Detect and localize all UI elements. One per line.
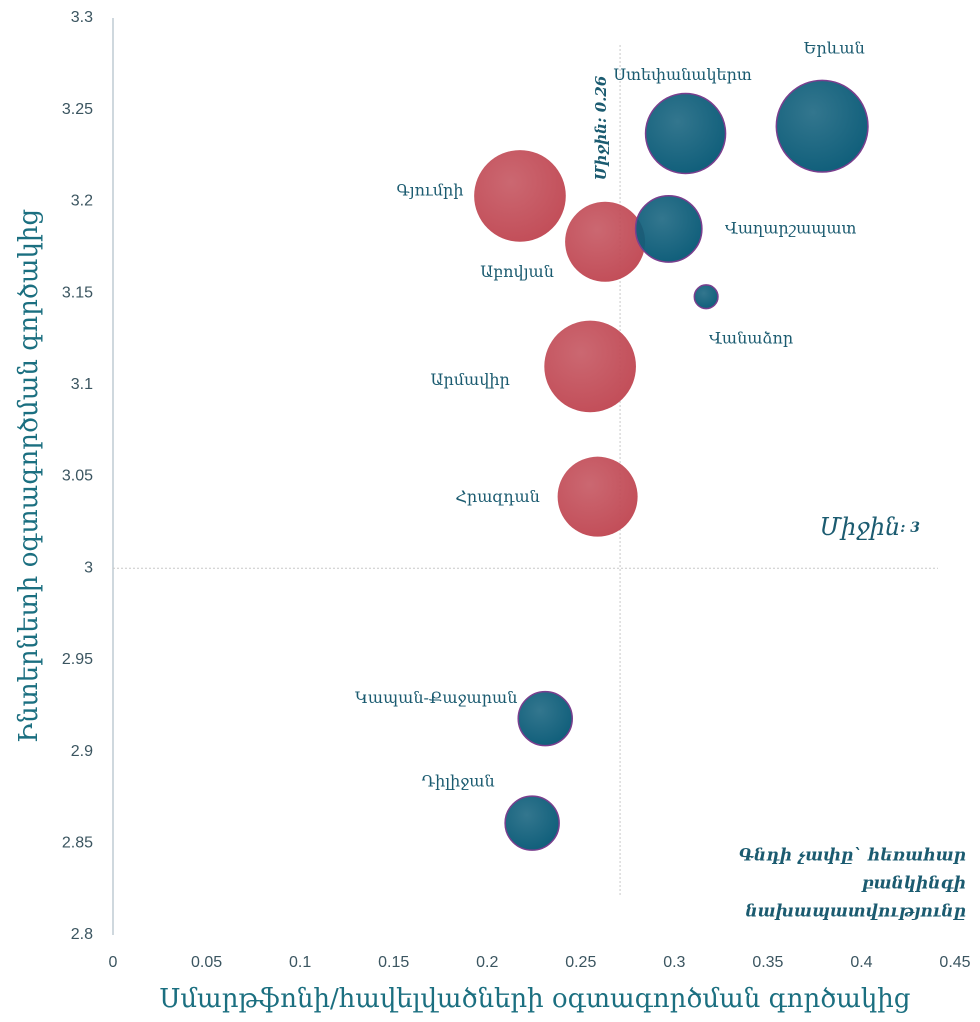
bubble-label: Վաղարշապատ [725,218,856,237]
mean-x-label: Միջին: 0.26 [592,75,610,180]
size-note: նախապատվությունը [745,902,966,922]
x-tick-label: 0.1 [289,954,311,971]
x-tick-label: 0.3 [663,954,685,971]
y-tick-label: 3.3 [71,9,93,26]
bubble-label: Հրազդան [455,487,539,506]
mean-y-label: Միջին: 3 [819,513,920,541]
x-tick-label: 0 [109,954,118,971]
bubble [557,456,638,537]
y-tick-label: 3.25 [62,101,93,118]
y-tick-label: 2.9 [71,743,93,760]
bubble-label: Աբովյան [480,262,554,281]
x-tick-label: 0.2 [476,954,498,971]
bubble [544,320,636,413]
size-note: բանկինգի [861,874,966,894]
x-tick-label: 0.45 [939,954,970,971]
mean-y-value: : 3 [900,520,920,536]
bubble [565,201,646,282]
bubble [474,150,566,242]
bubble-label: Ստեփանակերտ [613,65,752,84]
bubble-label: Կապան-Քաջարան [355,688,517,707]
y-tick-label: 2.8 [71,926,93,943]
bubble-label: Դիլիջան [422,772,495,791]
bubble-label: Արմավիր [430,370,509,389]
bubble [775,79,869,173]
y-tick-label: 3.2 [71,193,93,210]
y-axis-title: Ինտերնետի օգտագործման գործակից [14,209,44,743]
y-tick-label: 3.15 [62,284,93,301]
y-tick-label: 3.1 [71,376,93,393]
x-tick-label: 0.05 [191,954,222,971]
bubble [634,194,703,263]
mean-y-word: Միջին [819,513,900,541]
bubble-label: Գյումրի [396,180,463,199]
x-tick-label: 0.4 [850,954,872,971]
bubble [693,284,719,310]
bubble-label: Վանաձոր [709,328,793,347]
y-tick-label: 2.85 [62,835,93,852]
x-tick-label: 0.15 [378,954,409,971]
bubble-label: Երևան [804,39,865,58]
y-tick-label: 3.05 [62,468,93,485]
y-tick-label: 3 [84,559,93,576]
size-note: Գնդի չափը` հեռահար [739,846,966,866]
bubble [504,795,560,851]
x-tick-label: 0.35 [752,954,783,971]
y-tick-label: 2.95 [62,651,93,668]
bubble [517,690,573,747]
bubble [644,92,727,175]
x-axis-title: Սմարթֆոնի/հավելվածների օգտագործման գործա… [160,984,911,1014]
x-tick-label: 0.25 [565,954,596,971]
